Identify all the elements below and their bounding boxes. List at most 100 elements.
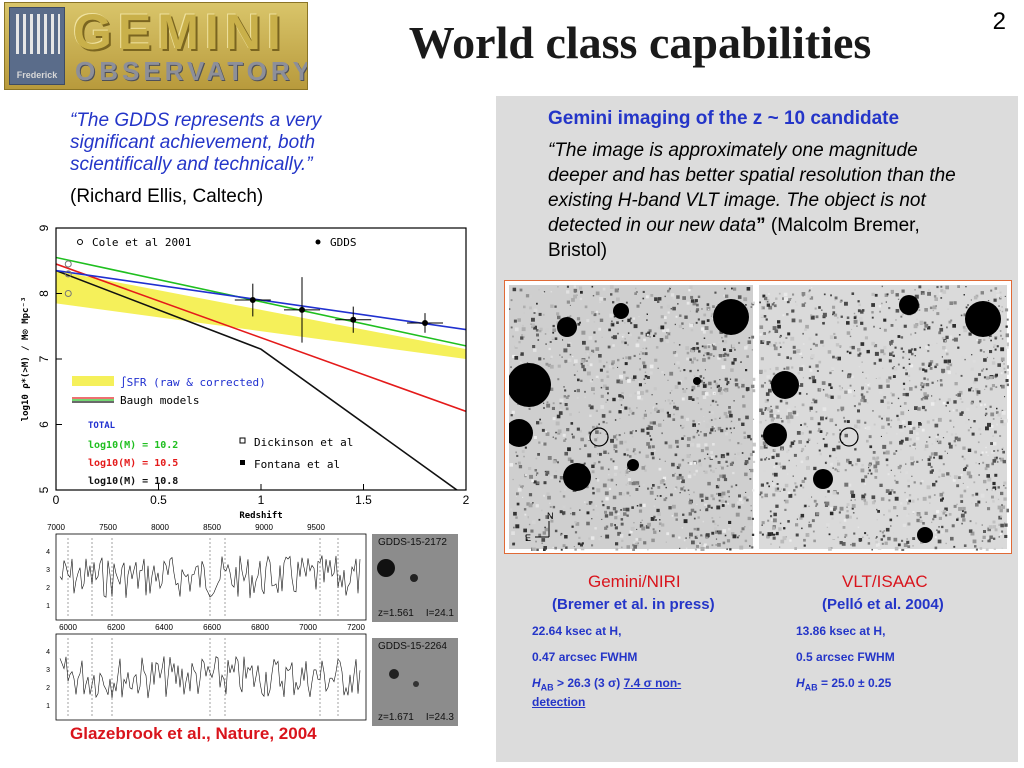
series-line-1 xyxy=(56,263,466,413)
x-tick-label: 0 xyxy=(53,493,60,507)
spectra-mid-tick: 6400 xyxy=(155,623,173,632)
spectra-panel: 7000 7500 8000 8500 9000 9500 1 2 3 4 1 2 3 4 6000 6200… xyxy=(20,520,368,724)
candidate-circle xyxy=(839,427,859,447)
thumb-gdds-15-2172: GDDS-15-2172 z=1.561 I=24.1 xyxy=(372,534,458,622)
thumb-gdds-15-2264: GDDS-15-2264 z=1.671 I=24.3 xyxy=(372,638,458,726)
x-tick-label: 0.5 xyxy=(150,493,167,507)
x-tick-label: 2 xyxy=(463,493,470,507)
gdds-point xyxy=(299,306,305,313)
slide-title: World class capabilities xyxy=(408,17,872,68)
page-number: 2 xyxy=(992,8,1006,35)
spectra-top-tick: 7000 xyxy=(47,523,65,532)
mass-label-0: log10(M) = 10.2 xyxy=(88,440,178,451)
candidate-circle xyxy=(589,427,609,447)
niri-spec-depth: HAB > 26.3 (3 σ) 7.4 σ non-detection xyxy=(532,676,732,710)
star xyxy=(771,371,799,399)
star xyxy=(899,295,919,315)
niri-spec-fwhm: 0.47 arcsec FWHM xyxy=(532,650,638,664)
thumb-redshift: z=1.561 xyxy=(378,608,414,619)
chart-svg: 0 0.5 1 1.5 2 5 6 7 8 9 Redshift log10 ρ*(>M) / M⊙ … xyxy=(21,224,470,521)
spectrum-y-tick: 1 xyxy=(46,603,50,610)
star xyxy=(713,299,749,335)
niri-caption-title: Gemini/NIRI xyxy=(588,572,681,591)
legend-cole-marker xyxy=(77,239,83,245)
legend-dickinson-marker xyxy=(239,437,246,444)
legend-cole: Cole et al 2001 xyxy=(92,236,191,249)
spectra-mid-tick: 7000 xyxy=(299,623,317,632)
sfr-band xyxy=(56,270,466,359)
spectra-mid-tick: 6800 xyxy=(251,623,269,632)
spectra-top-tick: 7500 xyxy=(99,523,117,532)
star xyxy=(917,527,933,543)
bremer-quote-close: ” xyxy=(756,215,766,236)
cole-point xyxy=(64,270,72,278)
x-tick-label: 1.5 xyxy=(355,493,372,507)
bremer-quote-attribution: (Malcolm Bremer, Bristol) xyxy=(548,215,920,261)
noise-images: NE xyxy=(509,285,1009,551)
thumb-image xyxy=(389,669,419,687)
thumb-magnitude: I=24.1 xyxy=(425,608,454,619)
spectrum-y-tick: 4 xyxy=(46,649,50,656)
logo-text-gemini: GEMINI xyxy=(73,4,287,60)
spectrum-y-tick: 4 xyxy=(46,549,50,556)
niri-spec-nondetection: 7.4 σ non-detection xyxy=(532,676,682,710)
isaac-spec-mag: HAB = 25.0 ± 0.25 xyxy=(796,676,891,695)
noise-pixels xyxy=(509,285,756,551)
compass-n: N xyxy=(547,511,554,521)
right-panel: Gemini imaging of the z ~ 10 candidate “… xyxy=(496,96,1018,762)
spectra-mid-tick: 6200 xyxy=(107,623,125,632)
x-axis-label: Redshift xyxy=(239,510,282,518)
gdds-quote-attribution: (Richard Ellis, Caltech) xyxy=(70,186,264,207)
thumb-redshift: z=1.671 xyxy=(378,712,414,723)
mass-density-chart: 0 0.5 1 1.5 2 5 6 7 8 9 Redshift log10 ρ*(>M) / M⊙ … xyxy=(18,218,474,521)
logo-text-observatory: OBSERVATORY xyxy=(75,56,308,86)
gdds-point xyxy=(249,297,256,304)
star xyxy=(563,463,591,491)
series-line-2 xyxy=(56,269,459,490)
niri-spec-ab: AB xyxy=(540,682,554,693)
star xyxy=(613,303,629,319)
gdds-point xyxy=(422,319,428,326)
y-tick-label: 7 xyxy=(37,355,51,362)
legend-gdds: GDDS xyxy=(330,236,357,249)
niri-spec-exposure: 22.64 ksec at H, xyxy=(532,624,622,638)
spectrum-y-tick: 1 xyxy=(46,703,50,710)
spectra-mid-tick: 6000 xyxy=(59,623,77,632)
isaac-spec-exposure: 13.86 ksec at H, xyxy=(796,624,886,638)
thumb-image xyxy=(377,559,418,582)
spectra-mid-tick: 6600 xyxy=(203,623,221,632)
mass-label-1: log10(M) = 10.5 xyxy=(88,458,178,469)
legend-gdds-marker xyxy=(315,239,321,245)
logo-tag: Frederick xyxy=(16,70,58,80)
legend-sfr: ∫SFR (raw & corrected) xyxy=(120,376,266,389)
isaac-spec-h: H xyxy=(796,676,805,690)
star xyxy=(693,377,701,385)
spectrum-y-tick: 2 xyxy=(46,685,50,692)
spectrum-y-tick: 2 xyxy=(46,585,50,592)
thumb-label: GDDS-15-2172 xyxy=(378,537,447,548)
isaac-spec-fwhm: 0.5 arcsec FWHM xyxy=(796,650,895,664)
niri-spec-h: H xyxy=(532,676,541,690)
niri-caption-sub: (Bremer et al. in press) xyxy=(552,596,715,613)
star xyxy=(763,423,787,447)
gemini-logo: Frederick GEMINI OBSERVATORY xyxy=(4,2,308,90)
star xyxy=(627,459,639,471)
star xyxy=(557,317,577,337)
legend-fontana: Fontana et al xyxy=(254,458,340,471)
spectrum-line xyxy=(59,555,361,599)
spectrum-frame xyxy=(55,533,367,621)
logo-emblem-icon: Frederick xyxy=(9,7,65,85)
compass-e: E xyxy=(525,533,531,543)
bremer-quote-text: “The image is approximately one magnitud… xyxy=(548,140,956,236)
y-tick-label: 5 xyxy=(37,486,51,493)
star xyxy=(509,419,533,447)
noise-pixels xyxy=(759,285,1009,551)
star xyxy=(965,301,1001,337)
total-label: TOTAL xyxy=(88,421,116,431)
isaac-caption-sub: (Pelló et al. 2004) xyxy=(822,596,944,613)
y-tick-label: 8 xyxy=(37,290,51,297)
mass-label-2: log10(M) = 10.8 xyxy=(88,476,178,487)
y-tick-label: 6 xyxy=(37,421,51,428)
glazebrook-reference: Glazebrook et al., Nature, 2004 xyxy=(70,724,317,743)
